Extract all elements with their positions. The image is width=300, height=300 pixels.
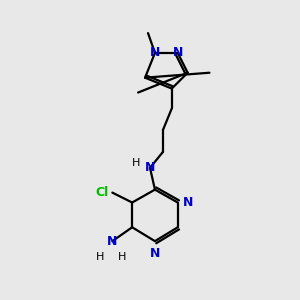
Text: H: H	[96, 252, 105, 262]
Text: H: H	[118, 252, 126, 262]
Text: N: N	[150, 46, 160, 59]
Text: H: H	[132, 158, 140, 168]
Text: N: N	[183, 196, 193, 209]
Text: N: N	[145, 161, 155, 174]
Text: N: N	[150, 247, 160, 260]
Text: N: N	[107, 235, 118, 248]
Text: N: N	[172, 46, 183, 59]
Text: Cl: Cl	[95, 186, 108, 199]
